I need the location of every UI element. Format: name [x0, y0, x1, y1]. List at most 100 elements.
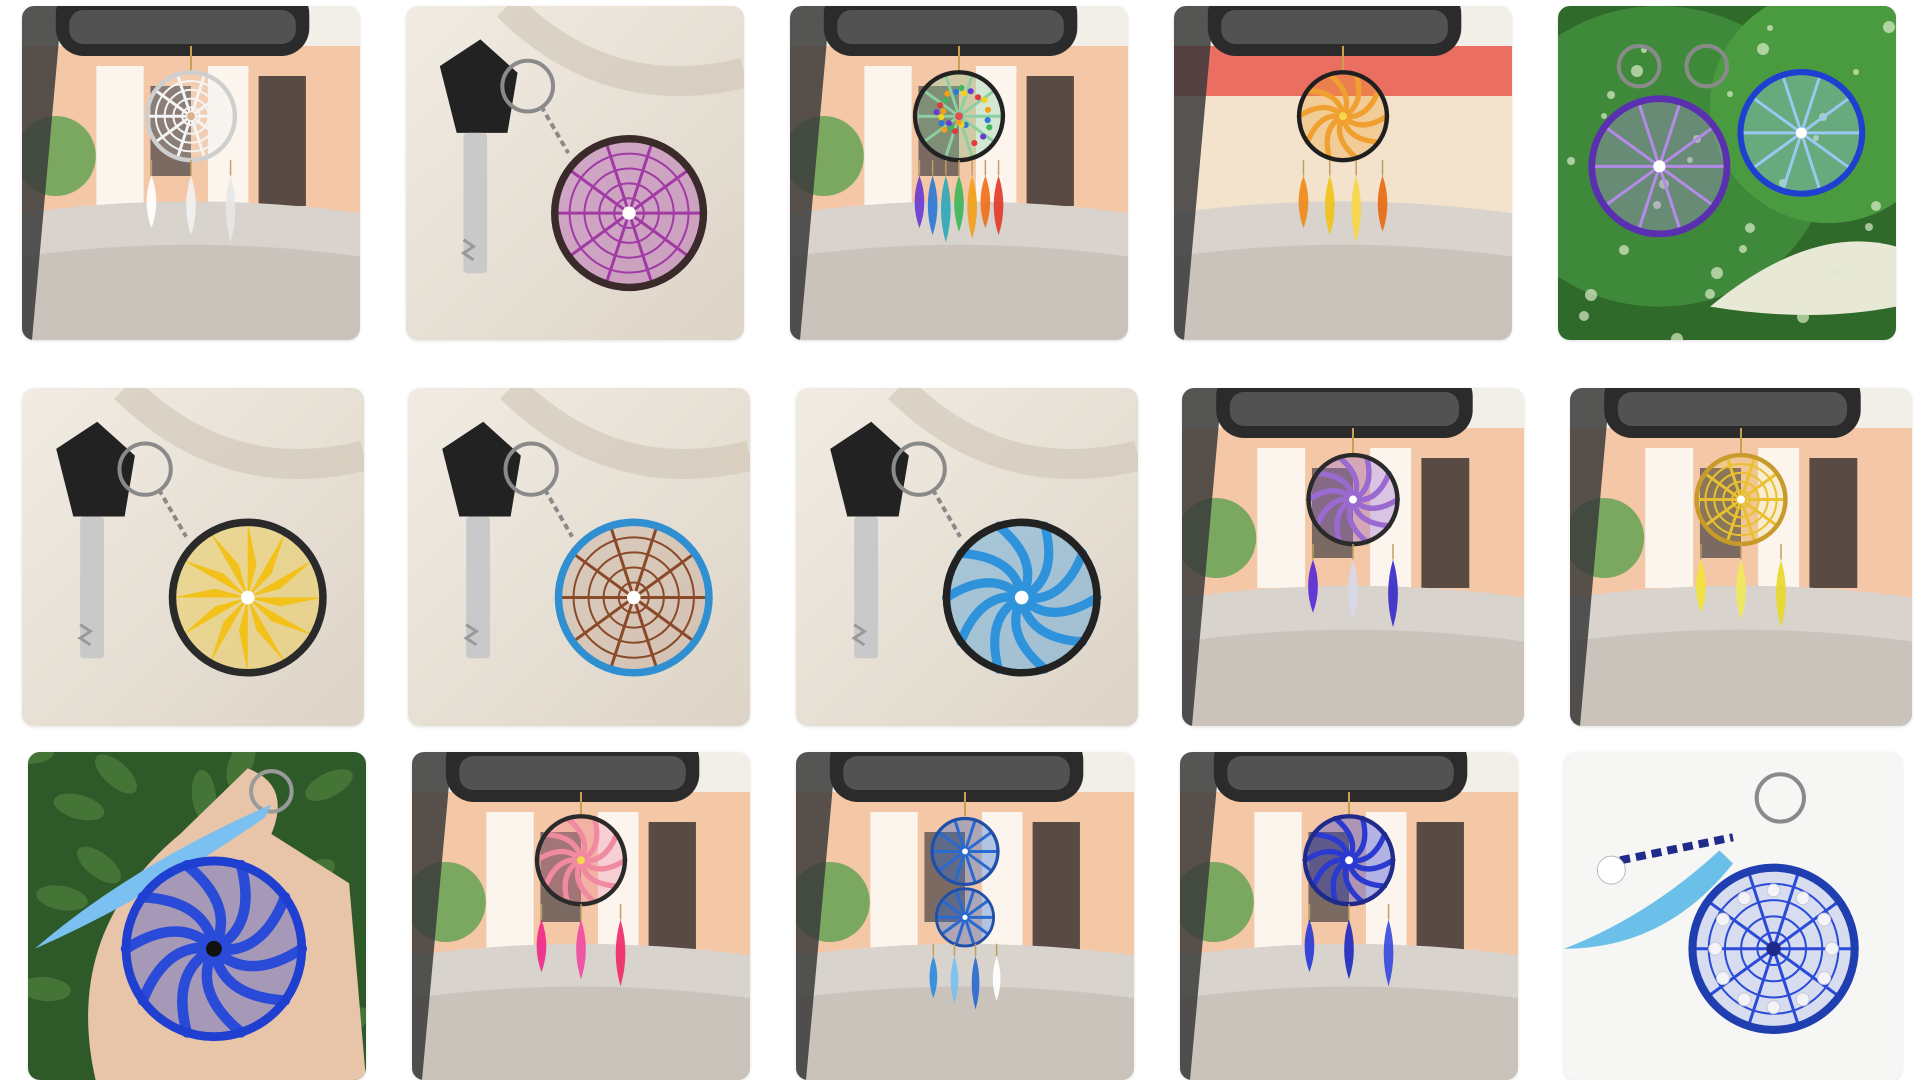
web-strand — [571, 552, 635, 599]
web-strand — [208, 943, 291, 1006]
web-strand — [1707, 899, 1775, 951]
web-ring — [568, 152, 690, 274]
photo-orange-spiral-dreamcatcher-car[interactable] — [1174, 6, 1512, 340]
web-petal — [247, 559, 313, 598]
center-bead — [240, 590, 255, 605]
photo-image — [1570, 388, 1912, 726]
leaf-spot — [1631, 65, 1643, 77]
glass-bead — [986, 124, 993, 131]
leaf-spot — [1853, 69, 1859, 75]
photo-blue-pearl-keychain-feather[interactable] — [1564, 752, 1902, 1080]
web-strand — [137, 891, 220, 955]
web-strand — [1017, 548, 1088, 603]
glass-bead — [938, 113, 945, 121]
web-strand — [628, 168, 691, 215]
photo-image — [408, 388, 750, 726]
photo-blue-spiral-keychain[interactable] — [796, 388, 1138, 726]
pearl-bead — [1817, 971, 1832, 985]
key-ring — [117, 441, 173, 497]
car-key — [56, 421, 135, 659]
hoop — [551, 135, 708, 292]
hoop — [935, 887, 995, 948]
photo-white-dreamcatcher-car[interactable] — [22, 6, 360, 340]
center-bead — [962, 848, 968, 855]
glass-bead — [938, 120, 945, 127]
web-strand — [604, 212, 631, 285]
center-bead — [1766, 941, 1781, 957]
hoop — [1296, 70, 1390, 163]
glass-bead — [984, 106, 992, 113]
shadow — [888, 388, 1138, 480]
building-pillar — [864, 66, 912, 206]
feathers — [1696, 544, 1786, 628]
hoop — [121, 856, 307, 1042]
web-ring — [602, 566, 665, 629]
feather — [1298, 175, 1309, 229]
dashboard-lower — [796, 986, 1134, 1080]
web-strand — [568, 168, 630, 215]
web-ring — [1756, 931, 1791, 967]
building-door — [1032, 822, 1080, 952]
web-petal — [172, 588, 248, 598]
web-strand — [1799, 132, 1822, 192]
feather — [1304, 919, 1315, 973]
glass-bead — [981, 96, 988, 103]
foliage — [305, 769, 353, 801]
photo-yellow-keychain[interactable] — [22, 388, 364, 726]
web-strand — [964, 830, 993, 853]
web-strand — [201, 943, 247, 1038]
web-strand — [632, 525, 659, 599]
web-ring — [617, 581, 650, 614]
photo-purple-blue-keychains-leaf[interactable] — [1558, 6, 1896, 340]
web-strand — [963, 889, 976, 918]
chain — [543, 488, 574, 538]
web-strand — [964, 850, 993, 873]
feather — [1348, 559, 1358, 621]
a-pillar — [1180, 752, 1220, 1080]
web-ring — [613, 197, 645, 229]
photo-pink-dreamcatcher-car[interactable] — [412, 752, 750, 1080]
feather — [1383, 919, 1394, 987]
photo-blue-white-dreamcatcher-car[interactable] — [1180, 752, 1518, 1080]
feather — [225, 175, 236, 243]
photo-blue-keychain-hand-feather[interactable] — [28, 752, 366, 1080]
leaf-spot — [1883, 21, 1895, 33]
web-strand — [632, 597, 659, 670]
feathers — [929, 943, 1001, 1010]
building-door — [648, 822, 696, 952]
photo-blue-double-dreamcatcher-car[interactable] — [796, 752, 1134, 1080]
a-pillar — [790, 6, 830, 340]
photo-image — [790, 6, 1128, 340]
center-bead — [1348, 495, 1358, 504]
building-pillar — [1645, 448, 1694, 588]
shadow — [496, 6, 744, 97]
photo-purple-keychain[interactable] — [406, 6, 744, 340]
photo-yellow-dreamcatcher-car[interactable] — [1570, 388, 1912, 726]
photo-brown-blue-keychain[interactable] — [408, 388, 750, 726]
blue-double-dreamcatcher-car-dreamcatcher — [935, 887, 995, 948]
glass-bead — [952, 88, 959, 96]
dashboard-lower — [22, 244, 360, 340]
pearl-bead — [1766, 1000, 1781, 1015]
web-ring — [1723, 899, 1824, 999]
web-strand — [137, 942, 220, 1006]
glass-bead — [984, 117, 991, 124]
glass-bead — [980, 133, 987, 140]
center-bead — [1345, 856, 1353, 865]
web-strand — [1800, 95, 1852, 135]
yellow-keychain-dreamcatcher — [168, 518, 327, 677]
glass-bead — [945, 120, 952, 127]
glass-bead — [967, 88, 974, 95]
web-strand — [1747, 871, 1775, 950]
web-strand — [154, 115, 192, 144]
web-strand — [941, 899, 966, 919]
photo-rainbow-bead-dreamcatcher-car[interactable] — [790, 6, 1128, 340]
evil-eye-bead — [1596, 855, 1626, 885]
photo-purple-spiral-dreamcatcher-car[interactable] — [1182, 388, 1524, 726]
feather — [980, 175, 991, 229]
web-ring — [163, 88, 219, 144]
hoop — [930, 816, 1000, 887]
web-strand — [990, 593, 1027, 674]
photo-image — [28, 752, 366, 1080]
